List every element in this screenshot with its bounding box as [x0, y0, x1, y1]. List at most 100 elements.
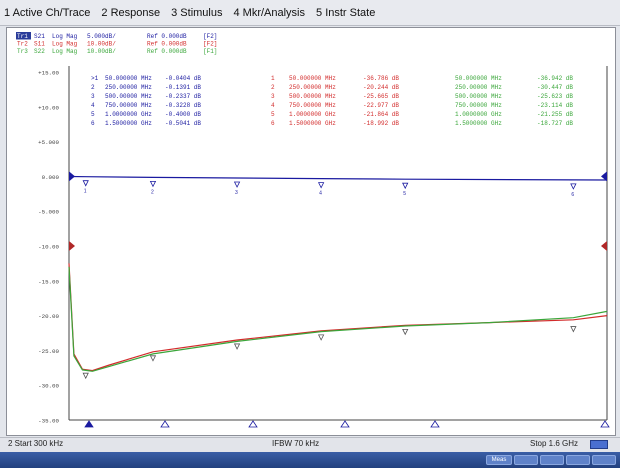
marker-t1-freq-4: 750.00000 MHz [105, 102, 152, 109]
trace-id-3: Tr3 [17, 48, 28, 55]
trace-ref-2: Ref 0.000dB [147, 41, 187, 48]
measurement-window[interactable]: Tr1 S21 Log Mag 5.000dB/Ref 0.000dB [F2] Tr2 S… [6, 27, 616, 436]
trace-format-3: Log Mag [52, 48, 78, 55]
marker-glyph-t1-2 [149, 180, 157, 188]
trace-id-1: Tr1 [17, 33, 28, 40]
trace-param-1: S21 [34, 33, 45, 40]
marker-t3-val-6: -18.727 dB [537, 120, 573, 127]
marker-t1-id-1: >1 [91, 75, 99, 82]
marker-t2-val-5: -21.864 dB [363, 111, 399, 118]
meas-button[interactable]: Meas [486, 455, 512, 465]
y-tick-label-3: 0.000 [42, 174, 60, 181]
marker-t1-val-3: -0.2337 dB [165, 93, 201, 100]
y-tick-label-9: -30.00 [38, 383, 59, 390]
ref-level-marker-right [601, 171, 607, 182]
y-tick-label-0: +15.00 [38, 70, 59, 77]
marker-t3-freq-6: 1.5000000 GHz [455, 120, 502, 127]
trace-plot[interactable]: Tr1 S21 Log Mag 5.000dB/Ref 0.000dB [F2] Tr2 S… [7, 28, 615, 435]
active-trace-highlight [16, 32, 31, 40]
ref-level-marker-left-2 [69, 241, 75, 251]
y-tick-label-5: -10.00 [38, 244, 59, 251]
menu-mkr-analysis[interactable]: 4 Mkr/Analysis [233, 6, 306, 19]
marker-t2-val-2: -20.244 dB [363, 84, 399, 91]
marker-glyph-t2-2 [149, 355, 157, 362]
menu-active-ch-trace[interactable]: 1 Active Ch/Trace [4, 6, 91, 19]
marker-t1-val-1: -0.0404 dB [165, 75, 201, 82]
marker-t2-val-4: -22.977 dB [363, 102, 399, 109]
marker-t1-val-5: -0.4000 dB [165, 111, 201, 118]
trace-channel-1: [F2] [203, 33, 217, 40]
x-marker-triangle-4 [340, 420, 350, 428]
marker-glyph-t1-6 [570, 183, 577, 190]
marker-t2-val-3: -25.665 dB [363, 93, 399, 100]
trace-line-1 [69, 175, 608, 181]
marker-t2-freq-6: 1.5000000 GHz [289, 120, 336, 127]
marker-t2-freq-4: 750.00000 MHz [289, 102, 336, 109]
marker-t1-id-3: 3 [91, 93, 95, 100]
start-frequency: 2 Start 300 kHz [8, 439, 64, 448]
marker-t2-freq-2: 250.00000 MHz [289, 84, 336, 91]
marker-glyph-label-t1-1: 1 [84, 189, 87, 195]
taskbar: Meas [0, 452, 620, 468]
marker-t1-freq-6: 1.5000000 GHz [105, 120, 152, 127]
channel-indicator [590, 440, 608, 449]
menu-stimulus[interactable]: 3 Stimulus [171, 6, 223, 19]
marker-t2-id-5: 5 [271, 111, 275, 118]
marker-glyph-t1-5 [402, 182, 409, 190]
marker-t2-val-6: -18.992 dB [363, 120, 399, 127]
trace-id-2: Tr2 [17, 41, 28, 48]
marker-t3-freq-2: 250.00000 MHz [455, 84, 502, 91]
y-tick-label-4: -5.000 [38, 209, 59, 216]
marker-t2-id-6: 6 [271, 120, 275, 127]
marker-t1-val-6: -0.5041 dB [165, 120, 201, 127]
taskbar-button-2[interactable] [514, 455, 538, 465]
trace-line-3 [68, 266, 608, 372]
stop-frequency: Stop 1.6 GHz [530, 439, 579, 448]
marker-t2-id-3: 3 [271, 93, 275, 100]
marker-t3-freq-3: 500.00000 MHz [455, 93, 502, 100]
trace-scale-2: 10.00dB/ [87, 41, 116, 48]
marker-glyph-t2-4 [317, 334, 325, 341]
taskbar-button-4[interactable] [566, 455, 590, 465]
marker-t1-id-4: 4 [91, 102, 95, 109]
marker-t3-val-3: -25.623 dB [537, 93, 573, 100]
marker-t1-id-5: 5 [91, 111, 95, 118]
marker-glyph-t2-3 [233, 343, 241, 350]
y-tick-label-8: -25.00 [38, 348, 59, 355]
marker-t1-val-4: -0.3228 dB [165, 102, 201, 109]
if-bandwidth: IFBW 70 kHz [272, 439, 320, 448]
taskbar-button-5[interactable] [592, 455, 616, 465]
menu-response[interactable]: 2 Response [101, 6, 161, 19]
taskbar-button-3[interactable] [540, 455, 564, 465]
status-bar: 2 Start 300 kHz IFBW 70 kHz Stop 1.6 GHz [0, 437, 620, 452]
trace-param-2: S11 [34, 41, 45, 48]
marker-glyph-label-t1-2: 2 [151, 189, 154, 195]
marker-t3-val-1: -36.942 dB [537, 75, 573, 82]
marker-t1-val-2: -0.1391 dB [165, 84, 201, 91]
trace-channel-2: [F2] [203, 41, 217, 48]
marker-glyph-t2-6 [570, 326, 577, 333]
marker-t1-id-2: 2 [91, 84, 95, 91]
y-tick-label-7: -20.00 [38, 313, 59, 320]
marker-glyph-t2-1 [82, 372, 89, 380]
marker-t3-freq-5: 1.0000000 GHz [455, 111, 502, 118]
marker-t3-val-5: -21.255 dB [537, 111, 573, 118]
marker-t1-freq-3: 500.00000 MHz [105, 93, 152, 100]
marker-t1-id-6: 6 [91, 120, 95, 127]
trace-scale-1: 5.000dB/ [87, 33, 116, 40]
marker-glyph-t1-1 [82, 180, 89, 187]
trace-format-1: Log Mag [52, 33, 78, 40]
x-marker-triangle-6 [600, 420, 610, 428]
marker-t2-freq-5: 1.0000000 GHz [289, 111, 336, 118]
marker-t3-val-4: -23.114 dB [537, 102, 573, 109]
y-tick-label-2: +5.000 [38, 139, 59, 146]
marker-t3-val-2: -30.447 dB [537, 84, 573, 91]
trace-format-2: Log Mag [52, 41, 78, 48]
marker-t3-freq-4: 750.00000 MHz [455, 102, 502, 109]
y-tick-label-10: -35.00 [38, 418, 59, 425]
marker-glyph-label-t1-5: 5 [403, 191, 406, 197]
marker-glyph-t1-4 [317, 182, 325, 189]
menu-instr-state[interactable]: 5 Instr State [316, 6, 376, 19]
y-tick-label-1: +10.00 [38, 104, 59, 111]
marker-glyph-label-t1-3: 3 [235, 190, 238, 196]
